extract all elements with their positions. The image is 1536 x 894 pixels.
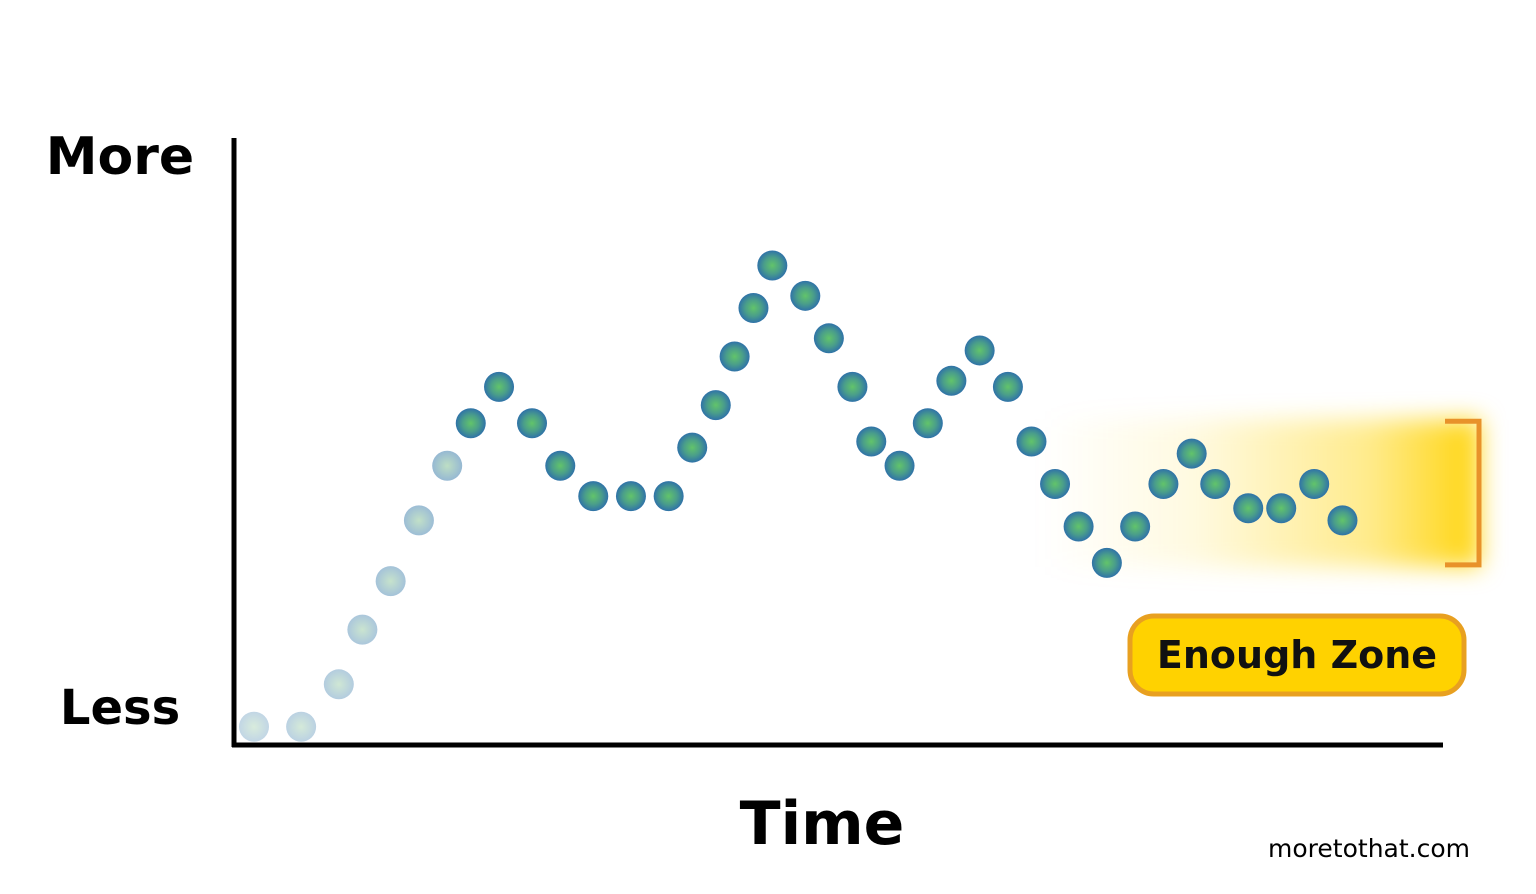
site-credit: moretothat.com <box>1268 834 1470 863</box>
data-point <box>347 614 378 645</box>
data-point <box>403 505 434 536</box>
data-point <box>653 481 684 512</box>
data-point <box>375 566 406 597</box>
data-point <box>1040 468 1071 499</box>
data-point <box>1176 438 1207 469</box>
data-points <box>239 250 1358 742</box>
data-point <box>455 408 486 439</box>
data-point <box>992 371 1023 402</box>
data-point <box>856 426 887 457</box>
data-point <box>286 711 317 742</box>
data-point <box>1120 511 1151 542</box>
data-point <box>964 335 995 366</box>
data-point <box>323 669 354 700</box>
data-point <box>1299 468 1330 499</box>
data-point <box>719 341 750 372</box>
data-point <box>1016 426 1047 457</box>
data-point <box>1327 505 1358 536</box>
data-point <box>757 250 788 281</box>
enough-zone-band <box>1040 419 1480 567</box>
data-point <box>1148 468 1179 499</box>
data-point <box>1233 493 1264 524</box>
data-point <box>700 390 731 421</box>
x-axis-label: Time <box>740 789 905 859</box>
data-point <box>677 432 708 463</box>
data-point <box>837 371 868 402</box>
data-point <box>517 408 548 439</box>
data-point <box>545 450 576 481</box>
enough-zone-label-box <box>1127 613 1467 697</box>
data-point <box>1200 468 1231 499</box>
data-point <box>484 371 515 402</box>
enough-zone-bracket <box>1445 418 1482 568</box>
enough-zone-label: Enough Zone <box>1157 633 1437 677</box>
data-point <box>1266 493 1297 524</box>
data-point <box>912 408 943 439</box>
data-point <box>1063 511 1094 542</box>
y-label-less: Less <box>60 680 180 736</box>
data-point <box>790 280 821 311</box>
data-point <box>1091 547 1122 578</box>
data-point <box>813 323 844 354</box>
data-point <box>936 365 967 396</box>
data-point <box>884 450 915 481</box>
data-point <box>615 481 646 512</box>
data-point <box>578 481 609 512</box>
y-label-more: More <box>46 127 194 187</box>
data-point <box>239 711 269 742</box>
data-point <box>432 450 463 481</box>
data-point <box>738 292 769 323</box>
